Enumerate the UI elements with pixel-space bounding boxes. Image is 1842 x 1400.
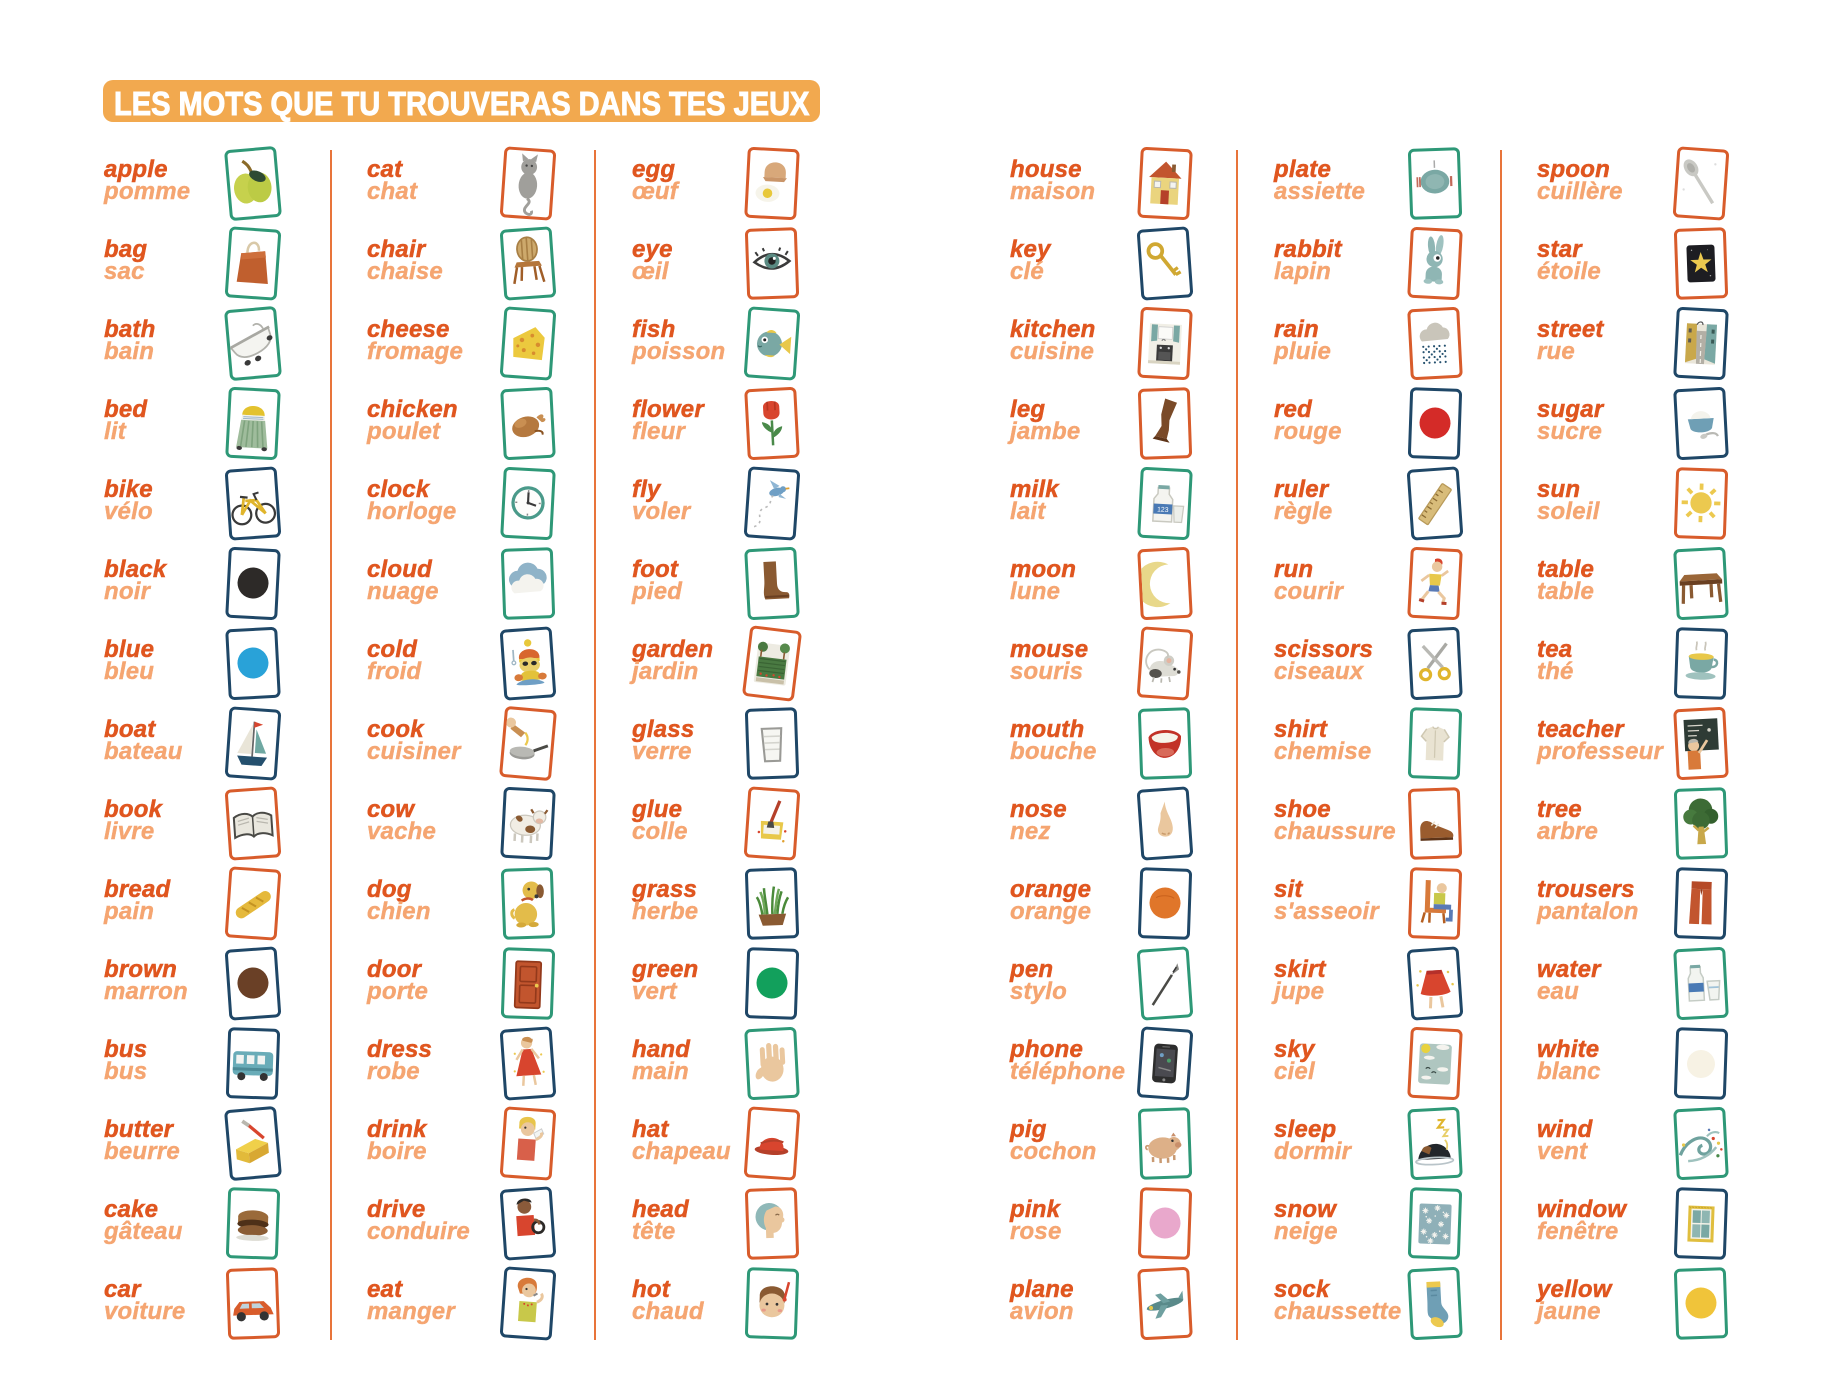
svg-text:123: 123 [1156,506,1168,514]
